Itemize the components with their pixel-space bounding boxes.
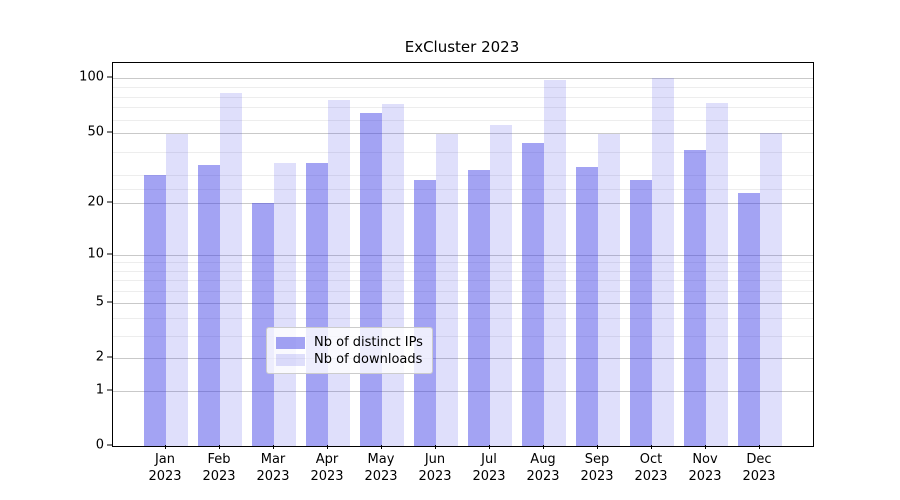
x-tick-label: Nov 2023 xyxy=(688,452,722,484)
y-tick-label: 5 xyxy=(95,294,104,310)
y-tick-label: 0 xyxy=(95,437,104,453)
minor-gridline xyxy=(113,107,813,109)
major-gridline xyxy=(113,78,813,80)
bar xyxy=(274,162,296,446)
major-gridline xyxy=(113,203,813,205)
bar xyxy=(414,180,436,446)
y-tick-label: 2 xyxy=(95,349,104,365)
bar xyxy=(652,78,674,446)
plot-area xyxy=(112,62,814,447)
legend: Nb of distinct IPs Nb of downloads xyxy=(266,327,433,374)
chart-title: ExCluster 2023 xyxy=(404,38,520,56)
y-tick-mark xyxy=(107,301,112,303)
bar xyxy=(166,134,188,446)
bar xyxy=(198,164,220,446)
bar xyxy=(522,142,544,446)
x-tick-mark xyxy=(489,445,490,449)
x-tick-mark xyxy=(381,445,382,449)
x-tick-mark xyxy=(759,445,760,449)
minor-gridline xyxy=(113,174,813,176)
y-tick-label: 1 xyxy=(95,382,104,398)
bar xyxy=(360,113,382,446)
legend-item: Nb of distinct IPs xyxy=(276,335,423,350)
y-tick-mark xyxy=(107,201,112,203)
bar xyxy=(544,79,566,446)
x-tick-mark xyxy=(651,445,652,449)
x-tick-label: Jan 2023 xyxy=(148,452,182,484)
minor-gridline xyxy=(113,317,813,319)
y-tick-mark xyxy=(107,389,112,391)
bar xyxy=(684,149,706,446)
minor-gridline xyxy=(113,270,813,272)
bar xyxy=(436,134,458,446)
bar xyxy=(490,125,512,446)
y-tick-label: 20 xyxy=(87,194,104,210)
y-tick-label: 10 xyxy=(87,246,104,262)
x-tick-mark xyxy=(273,445,274,449)
x-tick-label: Oct 2023 xyxy=(634,452,668,484)
minor-gridline xyxy=(113,262,813,264)
major-gridline xyxy=(113,390,813,392)
minor-gridline xyxy=(113,96,813,98)
bar xyxy=(144,174,166,446)
minor-gridline xyxy=(113,87,813,89)
y-tick-mark xyxy=(107,444,112,446)
x-tick-mark xyxy=(435,445,436,449)
bar xyxy=(738,192,760,446)
legend-swatch xyxy=(276,336,305,349)
minor-gridline xyxy=(113,119,813,121)
x-tick-mark xyxy=(219,445,220,449)
minor-gridline xyxy=(113,151,813,153)
x-tick-label: Dec 2023 xyxy=(742,452,776,484)
y-tick-label: 100 xyxy=(79,69,104,85)
minor-gridline xyxy=(113,290,813,292)
y-tick-mark xyxy=(107,356,112,358)
x-tick-mark xyxy=(597,445,598,449)
minor-gridline xyxy=(113,280,813,282)
bar xyxy=(706,102,728,446)
x-tick-label: Mar 2023 xyxy=(256,452,290,484)
bar xyxy=(382,103,404,446)
major-gridline xyxy=(113,254,813,256)
major-gridline xyxy=(113,132,813,134)
x-tick-mark xyxy=(705,445,706,449)
y-tick-mark xyxy=(107,131,112,132)
x-tick-label: Feb 2023 xyxy=(202,452,236,484)
x-tick-mark xyxy=(543,445,544,449)
bar xyxy=(328,99,350,446)
x-tick-label: May 2023 xyxy=(364,452,398,484)
x-tick-label: Jul 2023 xyxy=(472,452,506,484)
y-tick-mark xyxy=(107,253,112,255)
bar xyxy=(468,169,490,446)
minor-gridline xyxy=(113,335,813,337)
x-tick-label: Apr 2023 xyxy=(310,452,344,484)
x-tick-label: Jun 2023 xyxy=(418,452,452,484)
bar xyxy=(220,92,242,446)
major-gridline xyxy=(113,303,813,305)
bar xyxy=(306,162,328,446)
x-tick-mark xyxy=(327,445,328,449)
major-gridline xyxy=(113,358,813,360)
bar xyxy=(576,167,598,446)
bar xyxy=(598,134,620,446)
legend-label: Nb of distinct IPs xyxy=(314,335,423,350)
x-tick-label: Aug 2023 xyxy=(526,452,560,484)
bar xyxy=(760,132,782,446)
x-tick-mark xyxy=(165,445,166,449)
legend-label: Nb of downloads xyxy=(314,352,423,367)
bar xyxy=(252,203,274,446)
minor-gridline xyxy=(113,189,813,191)
y-tick-label: 50 xyxy=(87,124,104,139)
x-tick-label: Sep 2023 xyxy=(580,452,614,484)
bar xyxy=(630,180,652,446)
legend-swatch xyxy=(276,353,305,366)
y-tick-mark xyxy=(107,76,112,78)
legend-item: Nb of downloads xyxy=(276,352,423,367)
